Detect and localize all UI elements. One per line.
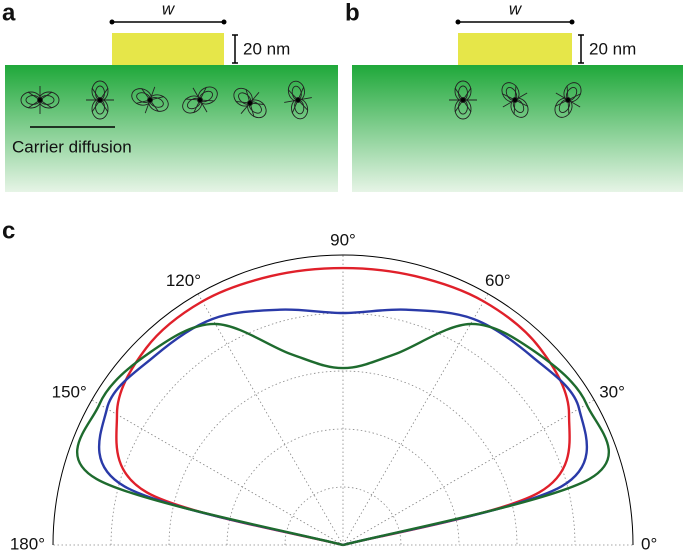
dot [455, 19, 461, 25]
dot [109, 19, 115, 25]
grid-line [342, 399, 595, 546]
dot [221, 19, 227, 25]
height-bar [578, 34, 584, 64]
height-label: 20 nm [243, 39, 290, 58]
grid-line [91, 399, 344, 546]
series-line [115, 266, 571, 547]
panel-label: b [345, 0, 360, 26]
dot [569, 19, 575, 25]
polar-plot: 0° 30° 60° 90° 120° 150° 180° [10, 230, 657, 553]
grid-circle [226, 428, 460, 546]
series-line [75, 322, 611, 547]
angle-label: 150° [52, 382, 87, 401]
height-label: 20 nm [589, 39, 636, 58]
angle-label: 60° [485, 271, 511, 290]
width-label: w [509, 0, 523, 18]
antenna [458, 33, 572, 65]
panel-label: a [2, 0, 16, 26]
width-label: w [162, 0, 176, 18]
height-bar [232, 34, 238, 64]
series-line [97, 308, 589, 547]
grid-line [342, 293, 489, 546]
grid-line [197, 293, 344, 546]
panel-label: c [2, 217, 15, 244]
substrate [352, 65, 683, 192]
angle-label: 120° [166, 271, 201, 290]
grid-circle [168, 370, 518, 546]
angle-label: 90° [330, 230, 356, 249]
diffusion-label: Carrier diffusion [12, 137, 132, 156]
angle-label: 180° [10, 534, 45, 553]
antenna [112, 33, 224, 65]
angle-label: 0° [641, 534, 657, 553]
substrate [5, 65, 338, 192]
grid-circle [52, 254, 634, 546]
angle-label: 30° [599, 382, 625, 401]
